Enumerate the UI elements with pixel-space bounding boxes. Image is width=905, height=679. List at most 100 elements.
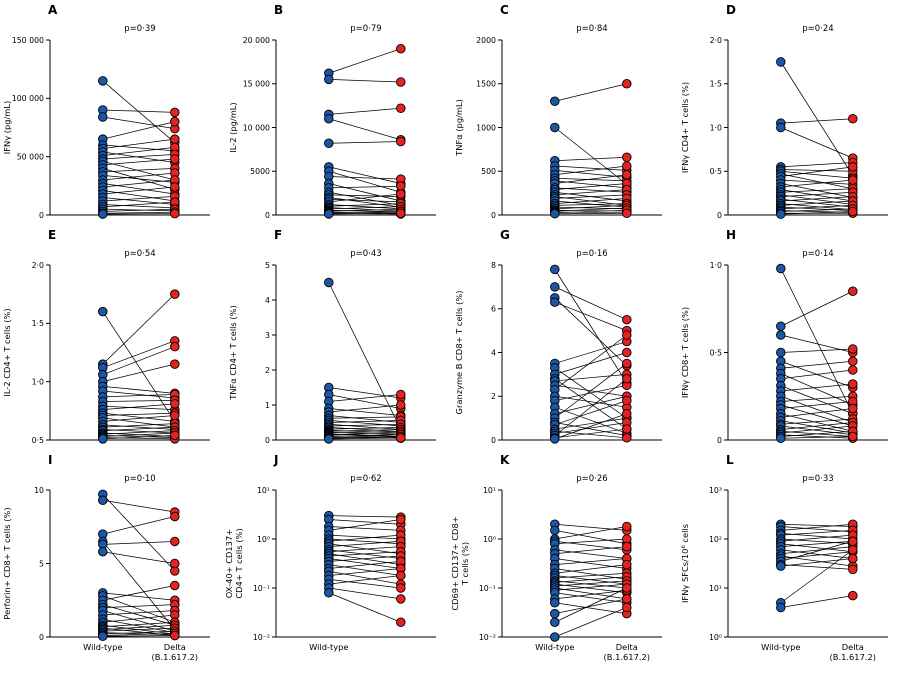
pair-line — [329, 283, 401, 430]
pair-line — [781, 349, 853, 353]
pair-line — [329, 552, 401, 556]
pair-line — [555, 353, 627, 375]
point-delta — [171, 559, 180, 568]
y-tick-label: 0 — [265, 436, 270, 445]
y-tick-label: 4 — [265, 296, 270, 305]
y-tick-label: 20 000 — [243, 36, 270, 45]
pair-line — [555, 414, 627, 439]
y-tick-label: 10¹ — [709, 584, 722, 593]
y-tick-label: 0 — [39, 211, 44, 220]
pair-line — [103, 341, 175, 368]
point-delta — [849, 287, 858, 296]
pair-line — [329, 520, 401, 525]
point-wild-type — [551, 598, 560, 607]
point-delta — [623, 396, 632, 405]
point-delta — [623, 584, 632, 593]
point-delta — [623, 170, 632, 179]
y-tick-label: 6 — [491, 305, 496, 314]
pair-line — [781, 384, 853, 391]
point-wild-type — [325, 435, 334, 444]
panel-chart: p=0·540·51·01·52·0IL-2 CD4+ T cells (%) — [0, 225, 226, 450]
pair-line — [555, 84, 627, 102]
point-delta — [623, 359, 632, 368]
y-tick-label: 1·0 — [710, 123, 722, 132]
pair-line — [781, 361, 853, 368]
point-delta — [849, 357, 858, 366]
y-tick-label: 10⁻² — [253, 633, 270, 642]
point-wild-type — [551, 209, 560, 218]
x-tick-label: Wild-type — [761, 642, 800, 652]
point-wild-type — [99, 496, 108, 505]
point-wild-type — [551, 298, 560, 307]
panel-letter: H — [726, 228, 736, 242]
point-wild-type — [777, 562, 786, 571]
point-delta — [171, 631, 180, 640]
point-delta — [623, 595, 632, 604]
y-axis-label: IL-2 CD4+ T cells (%) — [2, 308, 12, 396]
point-delta — [171, 512, 180, 521]
y-tick-label: 0 — [717, 211, 722, 220]
pair-line — [329, 417, 401, 418]
point-wild-type — [99, 77, 108, 86]
point-delta — [623, 153, 632, 162]
pair-line — [781, 396, 853, 401]
pair-line — [555, 599, 627, 614]
point-delta — [171, 290, 180, 299]
y-tick-label: 5 — [265, 261, 270, 270]
x-tick-label: (B.1.617.2) — [830, 652, 876, 662]
pair-line — [555, 342, 627, 364]
pair-line — [103, 400, 175, 401]
pair-line — [781, 128, 853, 159]
point-delta — [397, 515, 406, 524]
y-tick-label: 15 000 — [243, 80, 270, 89]
y-tick-label: 5000 — [250, 167, 270, 176]
pair-line — [103, 159, 175, 165]
point-delta — [623, 209, 632, 218]
y-tick-label: 0·5 — [32, 436, 44, 445]
point-wild-type — [99, 632, 108, 641]
point-delta — [849, 114, 858, 123]
point-delta — [849, 554, 858, 563]
pair-line — [329, 409, 401, 416]
y-axis-label: IL-2 (pg/mL) — [228, 102, 238, 152]
y-tick-label: 10⁻¹ — [479, 584, 496, 593]
pair-line — [103, 122, 175, 140]
y-tick-label: 0·5 — [710, 348, 722, 357]
pair-line — [329, 167, 401, 184]
y-tick-label: 10 — [34, 486, 44, 495]
y-tick-label: 4 — [491, 348, 496, 357]
pair-line — [103, 593, 175, 600]
point-delta — [397, 434, 406, 443]
pair-line — [555, 396, 627, 414]
x-tick-label: Wild-type — [535, 642, 574, 652]
pair-line — [329, 177, 401, 180]
pair-line — [781, 163, 853, 167]
point-delta — [623, 542, 632, 551]
pair-line — [555, 195, 627, 199]
point-wild-type — [777, 331, 786, 340]
pair-line — [781, 402, 853, 409]
point-delta — [623, 331, 632, 340]
point-delta — [397, 571, 406, 580]
panel-letter: K — [500, 453, 509, 467]
pair-line — [103, 187, 175, 194]
y-tick-label: 0 — [491, 436, 496, 445]
point-delta — [849, 207, 858, 216]
pair-line — [555, 166, 627, 170]
y-tick-label: 1·5 — [32, 319, 44, 328]
pair-line — [781, 370, 853, 379]
y-axis-label: TNFα (pg/mL) — [454, 99, 464, 157]
y-axis-label: IFNγ CD4+ T cells (%) — [680, 82, 690, 173]
point-wild-type — [99, 547, 108, 556]
point-wild-type — [777, 264, 786, 273]
